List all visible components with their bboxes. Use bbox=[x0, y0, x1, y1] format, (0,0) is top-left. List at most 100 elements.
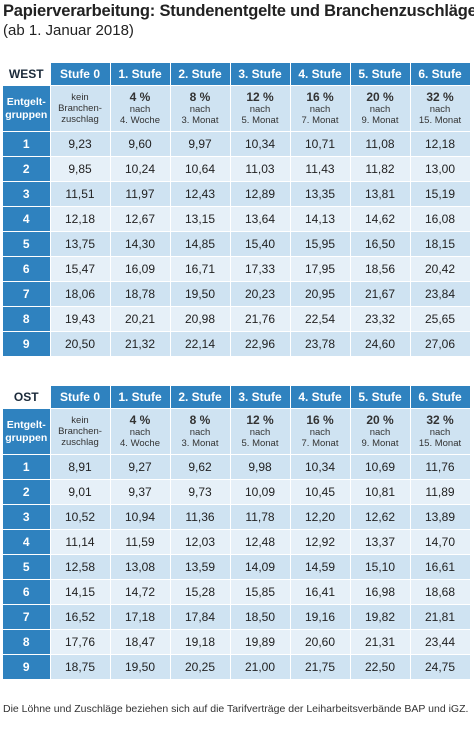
wage-cell: 12,18 bbox=[49, 206, 111, 232]
wage-cell: 19,50 bbox=[169, 281, 231, 307]
zuschlag-cell: kein Branchen-zuschlag bbox=[49, 85, 111, 132]
wage-cell: 12,67 bbox=[109, 206, 171, 232]
wage-cell: 9,01 bbox=[49, 479, 111, 505]
wage-cell: 14,59 bbox=[289, 554, 351, 580]
zuschlag-text: 15. Monat bbox=[418, 115, 462, 126]
zuschlag-cell: 16 % nach 7. Monat bbox=[289, 85, 351, 132]
wage-cell: 9,85 bbox=[49, 156, 111, 182]
wage-cell: 15,10 bbox=[349, 554, 411, 580]
wage-cell: 21,32 bbox=[109, 331, 171, 357]
zuschlag-percent: 8 % bbox=[189, 90, 211, 104]
wage-cell: 13,37 bbox=[349, 529, 411, 555]
wage-cell: 21,75 bbox=[289, 654, 351, 680]
table-row: 1 9,23 9,60 9,97 10,34 10,71 11,08 12,18 bbox=[3, 131, 471, 157]
zuschlag-text: nach bbox=[129, 104, 151, 115]
zuschlag-text: nach bbox=[309, 427, 331, 438]
wage-cell: 16,41 bbox=[289, 579, 351, 605]
table-row: 9 18,75 19,50 20,25 21,00 21,75 22,50 24,75 bbox=[3, 654, 471, 680]
wage-cell: 9,27 bbox=[109, 454, 171, 480]
wage-cell: 17,84 bbox=[169, 604, 231, 630]
wage-cell: 19,16 bbox=[289, 604, 351, 630]
table-row: 2 9,01 9,37 9,73 10,09 10,45 10,81 11,89 bbox=[3, 479, 471, 505]
zuschlag-row: Entgelt-gruppen kein Branchen-zuschlag 4 % n… bbox=[3, 85, 471, 132]
wage-cell: 18,68 bbox=[409, 579, 471, 605]
wage-cell: 13,00 bbox=[409, 156, 471, 182]
stufe-header: Stufe 0 bbox=[49, 386, 111, 409]
zuschlag-text: nach bbox=[429, 104, 451, 115]
zuschlag-cell: 32 % nach 15. Monat bbox=[409, 85, 471, 132]
wage-cell: 21,31 bbox=[349, 629, 411, 655]
wage-cell: 12,89 bbox=[229, 181, 291, 207]
entgeltgruppe-number: 8 bbox=[3, 306, 50, 332]
wage-cell: 11,82 bbox=[349, 156, 411, 182]
wage-cell: 15,47 bbox=[49, 256, 111, 282]
wage-cell: 10,34 bbox=[289, 454, 351, 480]
zuschlag-cell: kein Branchen-zuschlag bbox=[49, 408, 111, 455]
zuschlag-text: 7. Monat bbox=[301, 438, 339, 449]
zuschlag-percent: 8 % bbox=[189, 413, 211, 427]
stufe-header: 2. Stufe bbox=[169, 386, 231, 409]
wage-cell: 23,44 bbox=[409, 629, 471, 655]
zuschlag-percent: 4 % bbox=[129, 90, 151, 104]
zuschlag-percent: 32 % bbox=[426, 413, 454, 427]
entgeltgruppe-number: 5 bbox=[3, 231, 50, 257]
wage-cell: 12,43 bbox=[169, 181, 231, 207]
stufe-header-row: OST Stufe 0 1. Stufe 2. Stufe 3. Stufe 4. Stu… bbox=[3, 386, 471, 409]
west-table: WEST Stufe 0 1. Stufe 2. Stufe 3. Stufe 4. St… bbox=[3, 63, 471, 357]
zuschlag-percent: 32 % bbox=[426, 90, 454, 104]
zuschlag-row: Entgelt-gruppen kein Branchen-zuschlag 4 % n… bbox=[3, 408, 471, 455]
wage-cell: 10,64 bbox=[169, 156, 231, 182]
wage-cell: 11,78 bbox=[229, 504, 291, 530]
wage-cell: 19,43 bbox=[49, 306, 111, 332]
entgeltgruppe-number: 9 bbox=[3, 654, 50, 680]
wage-cell: 20,60 bbox=[289, 629, 351, 655]
stufe-header: 4. Stufe bbox=[289, 63, 351, 86]
stufe-header: 3. Stufe bbox=[229, 63, 291, 86]
wage-cell: 9,97 bbox=[169, 131, 231, 157]
wage-cell: 17,95 bbox=[289, 256, 351, 282]
wage-cell: 20,95 bbox=[289, 281, 351, 307]
zuschlag-cell: 12 % nach 5. Monat bbox=[229, 85, 291, 132]
wage-cell: 15,28 bbox=[169, 579, 231, 605]
zuschlag-cell: 8 % nach 3. Monat bbox=[169, 85, 231, 132]
zuschlag-cell: 20 % nach 9. Monat bbox=[349, 408, 411, 455]
wage-cell: 20,25 bbox=[169, 654, 231, 680]
zuschlag-text: zuschlag bbox=[61, 114, 99, 125]
zuschlag-text: nach bbox=[189, 427, 211, 438]
wage-cell: 20,21 bbox=[109, 306, 171, 332]
zuschlag-cell: 12 % nach 5. Monat bbox=[229, 408, 291, 455]
wage-cell: 23,78 bbox=[289, 331, 351, 357]
wage-cell: 14,30 bbox=[109, 231, 171, 257]
wage-cell: 13,81 bbox=[349, 181, 411, 207]
zuschlag-text: 15. Monat bbox=[418, 438, 462, 449]
zuschlag-text: nach bbox=[309, 104, 331, 115]
zuschlag-text: nach bbox=[369, 427, 391, 438]
wage-cell: 20,23 bbox=[229, 281, 291, 307]
zuschlag-text: zuschlag bbox=[61, 437, 99, 448]
zuschlag-percent: 20 % bbox=[366, 90, 394, 104]
wage-cell: 18,06 bbox=[49, 281, 111, 307]
entgeltgruppe-number: 1 bbox=[3, 454, 50, 480]
entgeltgruppen-line-2: gruppen bbox=[5, 108, 48, 121]
wage-cell: 18,78 bbox=[109, 281, 171, 307]
wage-cell: 13,15 bbox=[169, 206, 231, 232]
entgeltgruppe-number: 1 bbox=[3, 131, 50, 157]
entgeltgruppe-number: 4 bbox=[3, 529, 50, 555]
entgeltgruppe-number: 5 bbox=[3, 554, 50, 580]
zuschlag-percent: 12 % bbox=[246, 413, 274, 427]
zuschlag-text: kein bbox=[71, 92, 89, 103]
zuschlag-text: Branchen- bbox=[58, 103, 102, 114]
wage-cell: 12,48 bbox=[229, 529, 291, 555]
table-row: 6 14,15 14,72 15,28 15,85 16,41 16,98 18,68 bbox=[3, 579, 471, 605]
wage-cell: 15,85 bbox=[229, 579, 291, 605]
wage-cell: 10,71 bbox=[289, 131, 351, 157]
zuschlag-text: 3. Monat bbox=[181, 438, 219, 449]
wage-cell: 21,67 bbox=[349, 281, 411, 307]
wage-cell: 18,56 bbox=[349, 256, 411, 282]
wage-cell: 17,33 bbox=[229, 256, 291, 282]
wage-cell: 14,72 bbox=[109, 579, 171, 605]
wage-cell: 17,76 bbox=[49, 629, 111, 655]
wage-cell: 14,13 bbox=[289, 206, 351, 232]
page-title: Papierverarbeitung: Stundenentgelte und … bbox=[3, 2, 474, 20]
entgeltgruppen-line-1: Entgelt- bbox=[6, 95, 46, 108]
